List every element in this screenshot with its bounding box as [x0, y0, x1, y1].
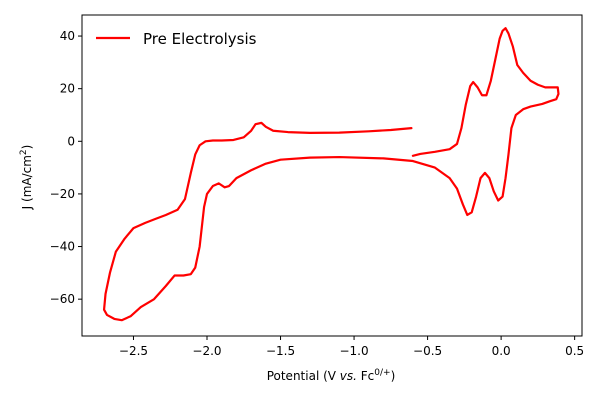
y-tick-label: −20: [50, 187, 75, 201]
legend-label: Pre Electrolysis: [143, 30, 257, 48]
x-axis-ticks: −2.5 −2.0 −1.5 −1.0 −0.5 0.0 0.5: [119, 336, 584, 358]
y-tick-label: 20: [60, 82, 75, 96]
legend: Pre Electrolysis: [96, 30, 257, 48]
x-tick-label: −0.5: [413, 344, 442, 358]
y-tick-label: 40: [60, 29, 75, 43]
plot-area-frame: [81, 14, 583, 337]
x-tick-label: −2.0: [192, 344, 221, 358]
x-tick-label: −1.0: [339, 344, 368, 358]
x-tick-label: −1.5: [266, 344, 295, 358]
x-tick-label: 0.0: [492, 344, 511, 358]
x-tick-label: 0.5: [565, 344, 584, 358]
x-tick-label: −2.5: [119, 344, 148, 358]
series-line-pre-electrolysis: [102, 27, 560, 322]
y-axis-ticks: 40 20 0 −20 −40 −60: [50, 29, 82, 306]
y-tick-label: −40: [50, 240, 75, 254]
x-axis-label: Potential (V vs. Fc0/+): [267, 368, 396, 383]
y-tick-label: −60: [50, 292, 75, 306]
y-axis-label: J (mA/cm2): [19, 145, 34, 211]
y-tick-label: 0: [67, 134, 75, 148]
